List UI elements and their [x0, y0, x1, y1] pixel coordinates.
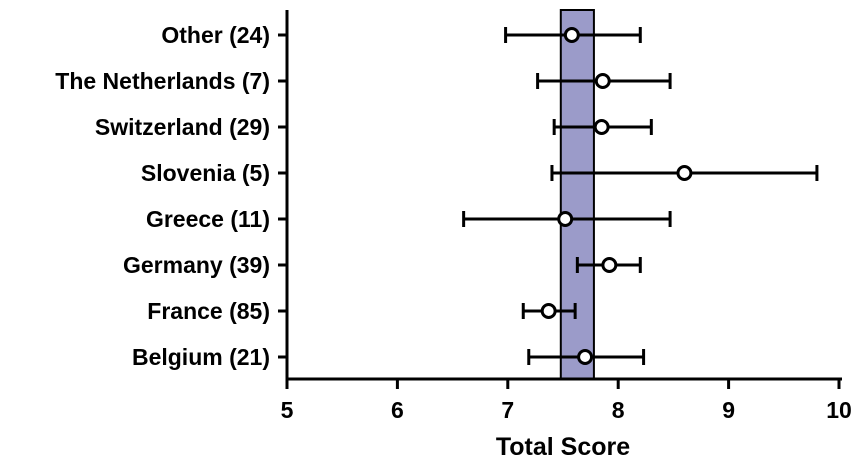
mean-point — [563, 27, 580, 43]
category-label: Belgium (21) — [132, 344, 270, 370]
x-axis-title: Total Score — [496, 433, 630, 461]
mean-point — [593, 119, 610, 135]
reference-band — [559, 9, 595, 380]
x-tick-label: 5 — [281, 397, 294, 423]
mean-point — [594, 73, 611, 89]
category-label: France (85) — [147, 298, 270, 324]
mean-point — [676, 165, 693, 181]
mean-point — [540, 303, 557, 319]
category-label: Other (24) — [161, 22, 270, 48]
x-tick-label: 6 — [391, 397, 404, 423]
category-label: The Netherlands (7) — [55, 68, 270, 94]
category-label: Switzerland (29) — [95, 114, 270, 140]
x-tick-label: 8 — [612, 397, 625, 423]
mean-point — [601, 257, 618, 273]
category-label: Greece (11) — [146, 206, 270, 232]
mean-point — [577, 349, 594, 365]
x-tick-label: 10 — [826, 397, 852, 423]
mean-point — [557, 211, 574, 227]
x-tick-label: 9 — [722, 397, 735, 423]
category-label: Germany (39) — [123, 252, 270, 278]
category-label: Slovenia (5) — [141, 160, 270, 186]
x-tick-label: 7 — [501, 397, 514, 423]
